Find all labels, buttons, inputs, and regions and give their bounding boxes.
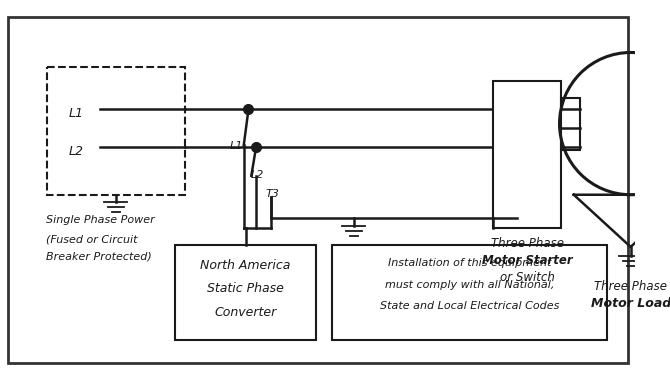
Text: L1: L1 (230, 141, 243, 151)
Text: Motor Starter: Motor Starter (482, 254, 573, 267)
Text: must comply with all National,: must comply with all National, (385, 280, 554, 290)
Text: or Switch: or Switch (500, 271, 555, 284)
Text: Motor Load: Motor Load (590, 297, 670, 310)
Text: Three Phase: Three Phase (594, 280, 667, 293)
Text: Installation of this equipment: Installation of this equipment (388, 258, 551, 268)
Bar (517, 171, 538, 188)
Bar (561, 98, 580, 150)
Text: Single Phase Power: Single Phase Power (46, 215, 154, 225)
Text: L1: L1 (68, 107, 83, 120)
Text: L2: L2 (68, 145, 83, 158)
Text: Static Phase: Static Phase (207, 282, 284, 295)
Text: (Fused or Circuit: (Fused or Circuit (46, 234, 137, 244)
Bar (517, 142, 538, 160)
Text: T3: T3 (265, 188, 279, 199)
Text: Converter: Converter (214, 306, 277, 319)
Bar (332, 245, 607, 340)
Bar (48, 67, 185, 195)
Text: Three Phase: Three Phase (491, 237, 563, 250)
Text: State and Local Electrical Codes: State and Local Electrical Codes (380, 301, 559, 312)
Bar (176, 245, 316, 340)
Text: North America: North America (200, 259, 291, 272)
Text: Breaker Protected): Breaker Protected) (46, 251, 151, 261)
Text: L2: L2 (251, 170, 264, 180)
Bar (493, 81, 561, 228)
